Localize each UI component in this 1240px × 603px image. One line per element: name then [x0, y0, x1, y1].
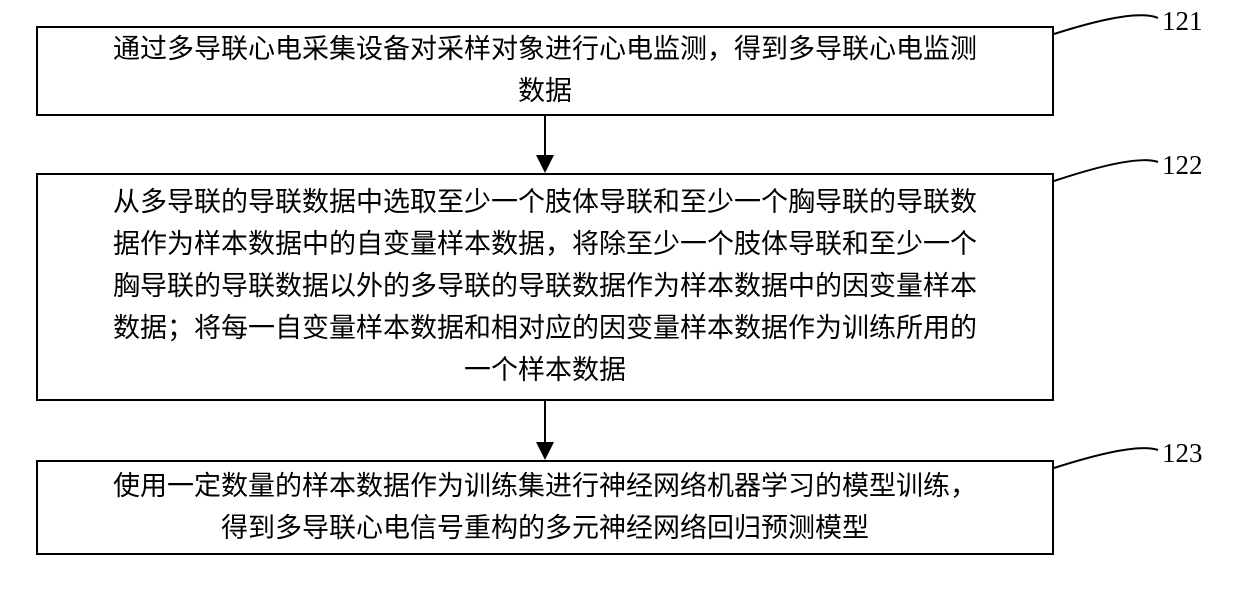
step-2-label: 122	[1162, 150, 1203, 181]
step-1-label: 121	[1162, 6, 1203, 37]
step-3-text: 使用一定数量的样本数据作为训练集进行神经网络机器学习的模型训练， 得到多导联心电…	[113, 466, 977, 550]
step-3-label: 123	[1162, 438, 1203, 469]
step-1-box: 通过多导联心电采集设备对采样对象进行心电监测，得到多导联心电监测 数据	[36, 26, 1054, 116]
step-2-text: 从多导联的导联数据中选取至少一个肢体导联和至少一个胸导联的导联数 据作为样本数据…	[113, 182, 977, 391]
step-2-box: 从多导联的导联数据中选取至少一个肢体导联和至少一个胸导联的导联数 据作为样本数据…	[36, 173, 1054, 401]
step-1-text: 通过多导联心电采集设备对采样对象进行心电监测，得到多导联心电监测 数据	[113, 29, 977, 113]
step-3-box: 使用一定数量的样本数据作为训练集进行神经网络机器学习的模型训练， 得到多导联心电…	[36, 460, 1054, 555]
flowchart-canvas: 通过多导联心电采集设备对采样对象进行心电监测，得到多导联心电监测 数据 从多导联…	[0, 0, 1240, 603]
